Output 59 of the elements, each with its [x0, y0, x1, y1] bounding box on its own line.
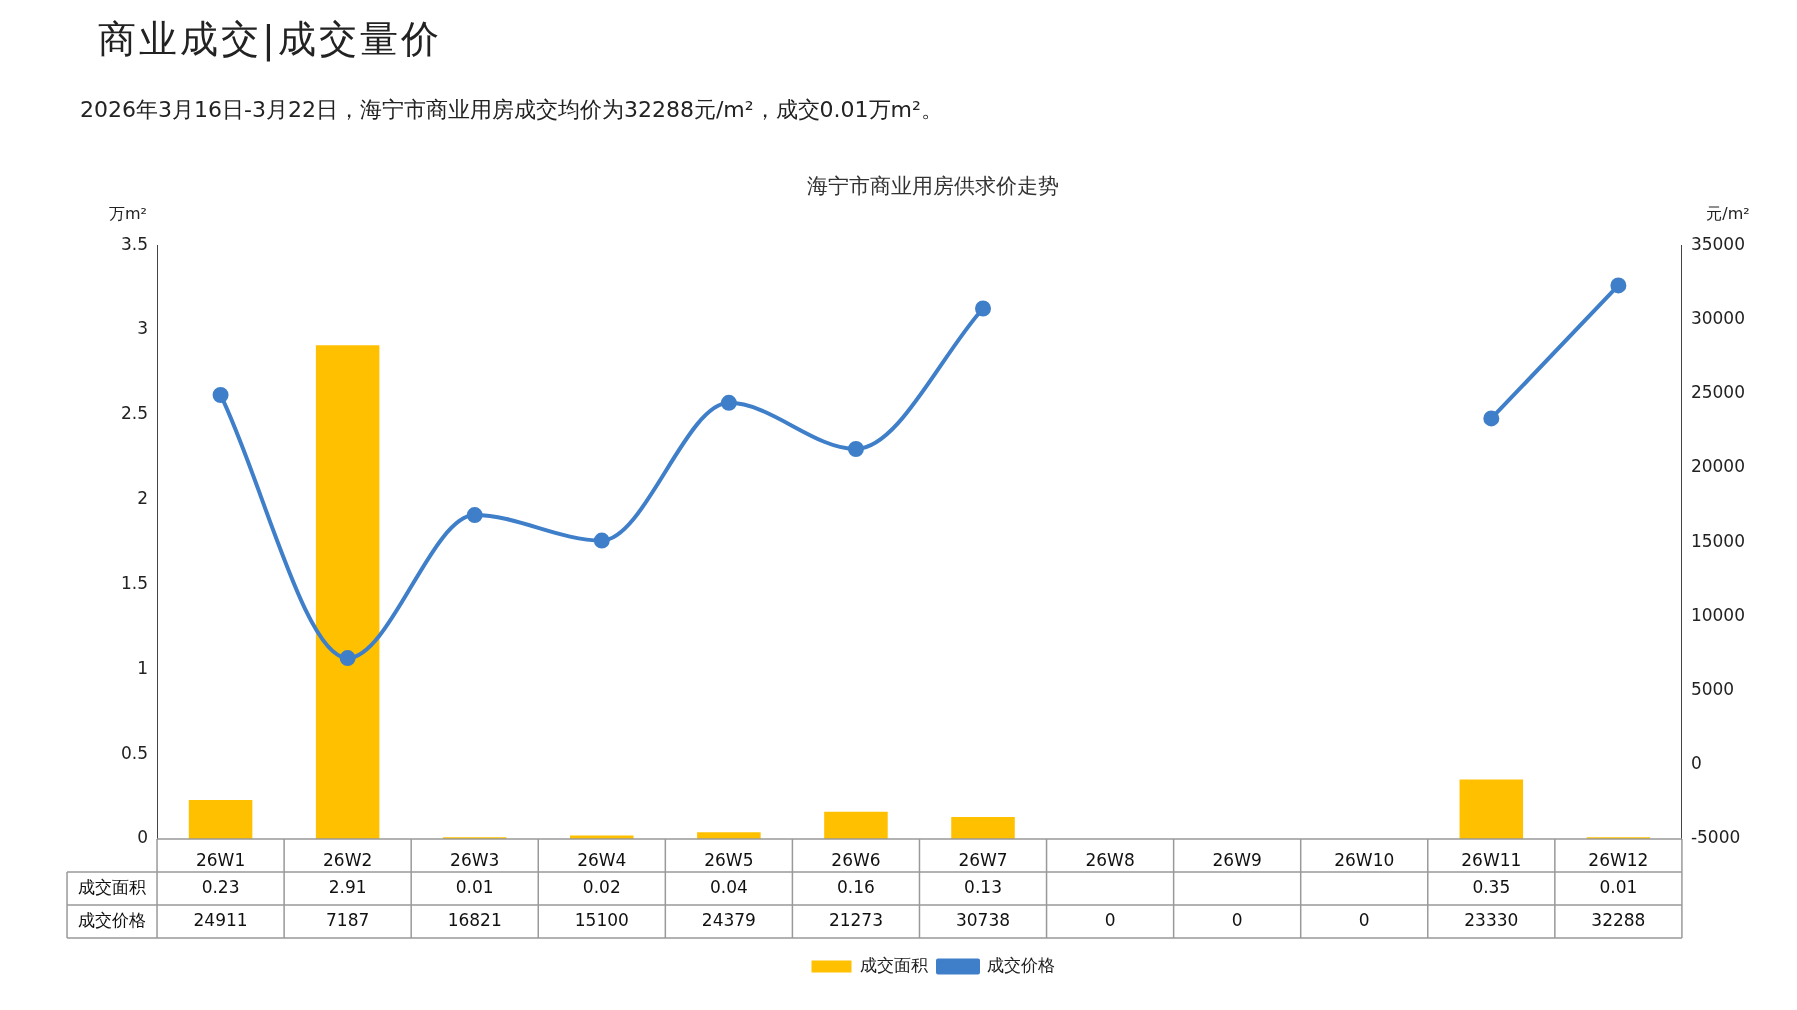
data-label: 0.01 [1599, 876, 1638, 897]
data-label: 30738 [955, 909, 1011, 930]
x-tick-label: 26W1 [195, 849, 246, 870]
x-tick-label: 26W7 [958, 849, 1008, 870]
text: 0 [1231, 909, 1243, 930]
y-tick-label: 2 [137, 488, 149, 509]
chart-subtitle: 2026年3月16日-3月22日，海宁市商业用房成交均价为32288元/m²，成交0.01万m²。 [80, 96, 944, 124]
data-label: 21273 [828, 909, 883, 930]
data-label: 0.35 [1472, 876, 1511, 897]
x-tick-label: 26W8 [1085, 849, 1135, 870]
text: 成交面积 [78, 876, 147, 897]
y-tick-label: 3.5 [120, 233, 149, 254]
data-label: 15100 [574, 909, 629, 930]
y2-tick-label: -5000 [1690, 827, 1741, 848]
y2-axis-title: 元/m² [1706, 204, 1750, 224]
data-label: 16821 [447, 909, 502, 930]
text: 商业成交|成交量价 [98, 16, 443, 64]
x-tick-label: 26W12 [1588, 849, 1649, 870]
y-axis-title: 万m² [109, 204, 147, 224]
x-tick-label: 26W5 [704, 849, 754, 870]
legend-label: 成交价格 [986, 954, 1055, 975]
x-tick-label: 26W9 [1212, 849, 1262, 870]
x-tick-label: 26W6 [831, 849, 881, 870]
y-tick-label: 0.5 [120, 742, 149, 763]
y2-tick-label: 25000 [1690, 382, 1746, 403]
y2-tick-label: 20000 [1690, 456, 1746, 477]
data-label: 2.91 [328, 876, 367, 897]
text: 成交价格 [78, 909, 147, 930]
y2-tick-label: 5000 [1690, 678, 1735, 699]
y2-tick-label: 10000 [1690, 604, 1746, 625]
data-label: 0.02 [582, 876, 621, 897]
data-label: 0.13 [964, 876, 1002, 897]
x-tick-label: 26W4 [577, 849, 627, 870]
y-tick-label: 0 [137, 827, 149, 848]
text: 0 [1358, 909, 1370, 930]
y2-tick-label: 30000 [1690, 307, 1746, 328]
y-tick-label: 3 [137, 318, 149, 339]
x-tick-label: 26W10 [1334, 849, 1395, 870]
data-label: 24911 [193, 909, 248, 930]
y2-tick-label: 15000 [1690, 530, 1746, 551]
y-tick-label: 2.5 [120, 403, 149, 424]
data-label: 23330 [1464, 909, 1519, 930]
data-label: 32288 [1591, 909, 1646, 930]
y-tick-label: 1.5 [120, 572, 149, 593]
legend-label: 成交面积 [860, 954, 928, 975]
data-label: 7187 [326, 909, 370, 930]
data-label: 0.01 [455, 876, 494, 897]
data-label: 0.16 [837, 876, 875, 897]
x-tick-label: 26W2 [323, 849, 373, 870]
chart-title: 海宁市商业用房供求价走势 [807, 174, 1059, 199]
y2-tick-label: 35000 [1690, 233, 1746, 254]
data-label: 0.23 [201, 876, 240, 897]
text: 0 [1104, 909, 1116, 930]
y2-tick-label: 0 [1690, 753, 1702, 774]
x-tick-label: 26W3 [450, 849, 500, 870]
data-label: 24379 [701, 909, 756, 930]
data-label: 0.04 [709, 876, 748, 897]
x-tick-label: 26W11 [1461, 849, 1522, 870]
y-tick-label: 1 [137, 657, 149, 678]
